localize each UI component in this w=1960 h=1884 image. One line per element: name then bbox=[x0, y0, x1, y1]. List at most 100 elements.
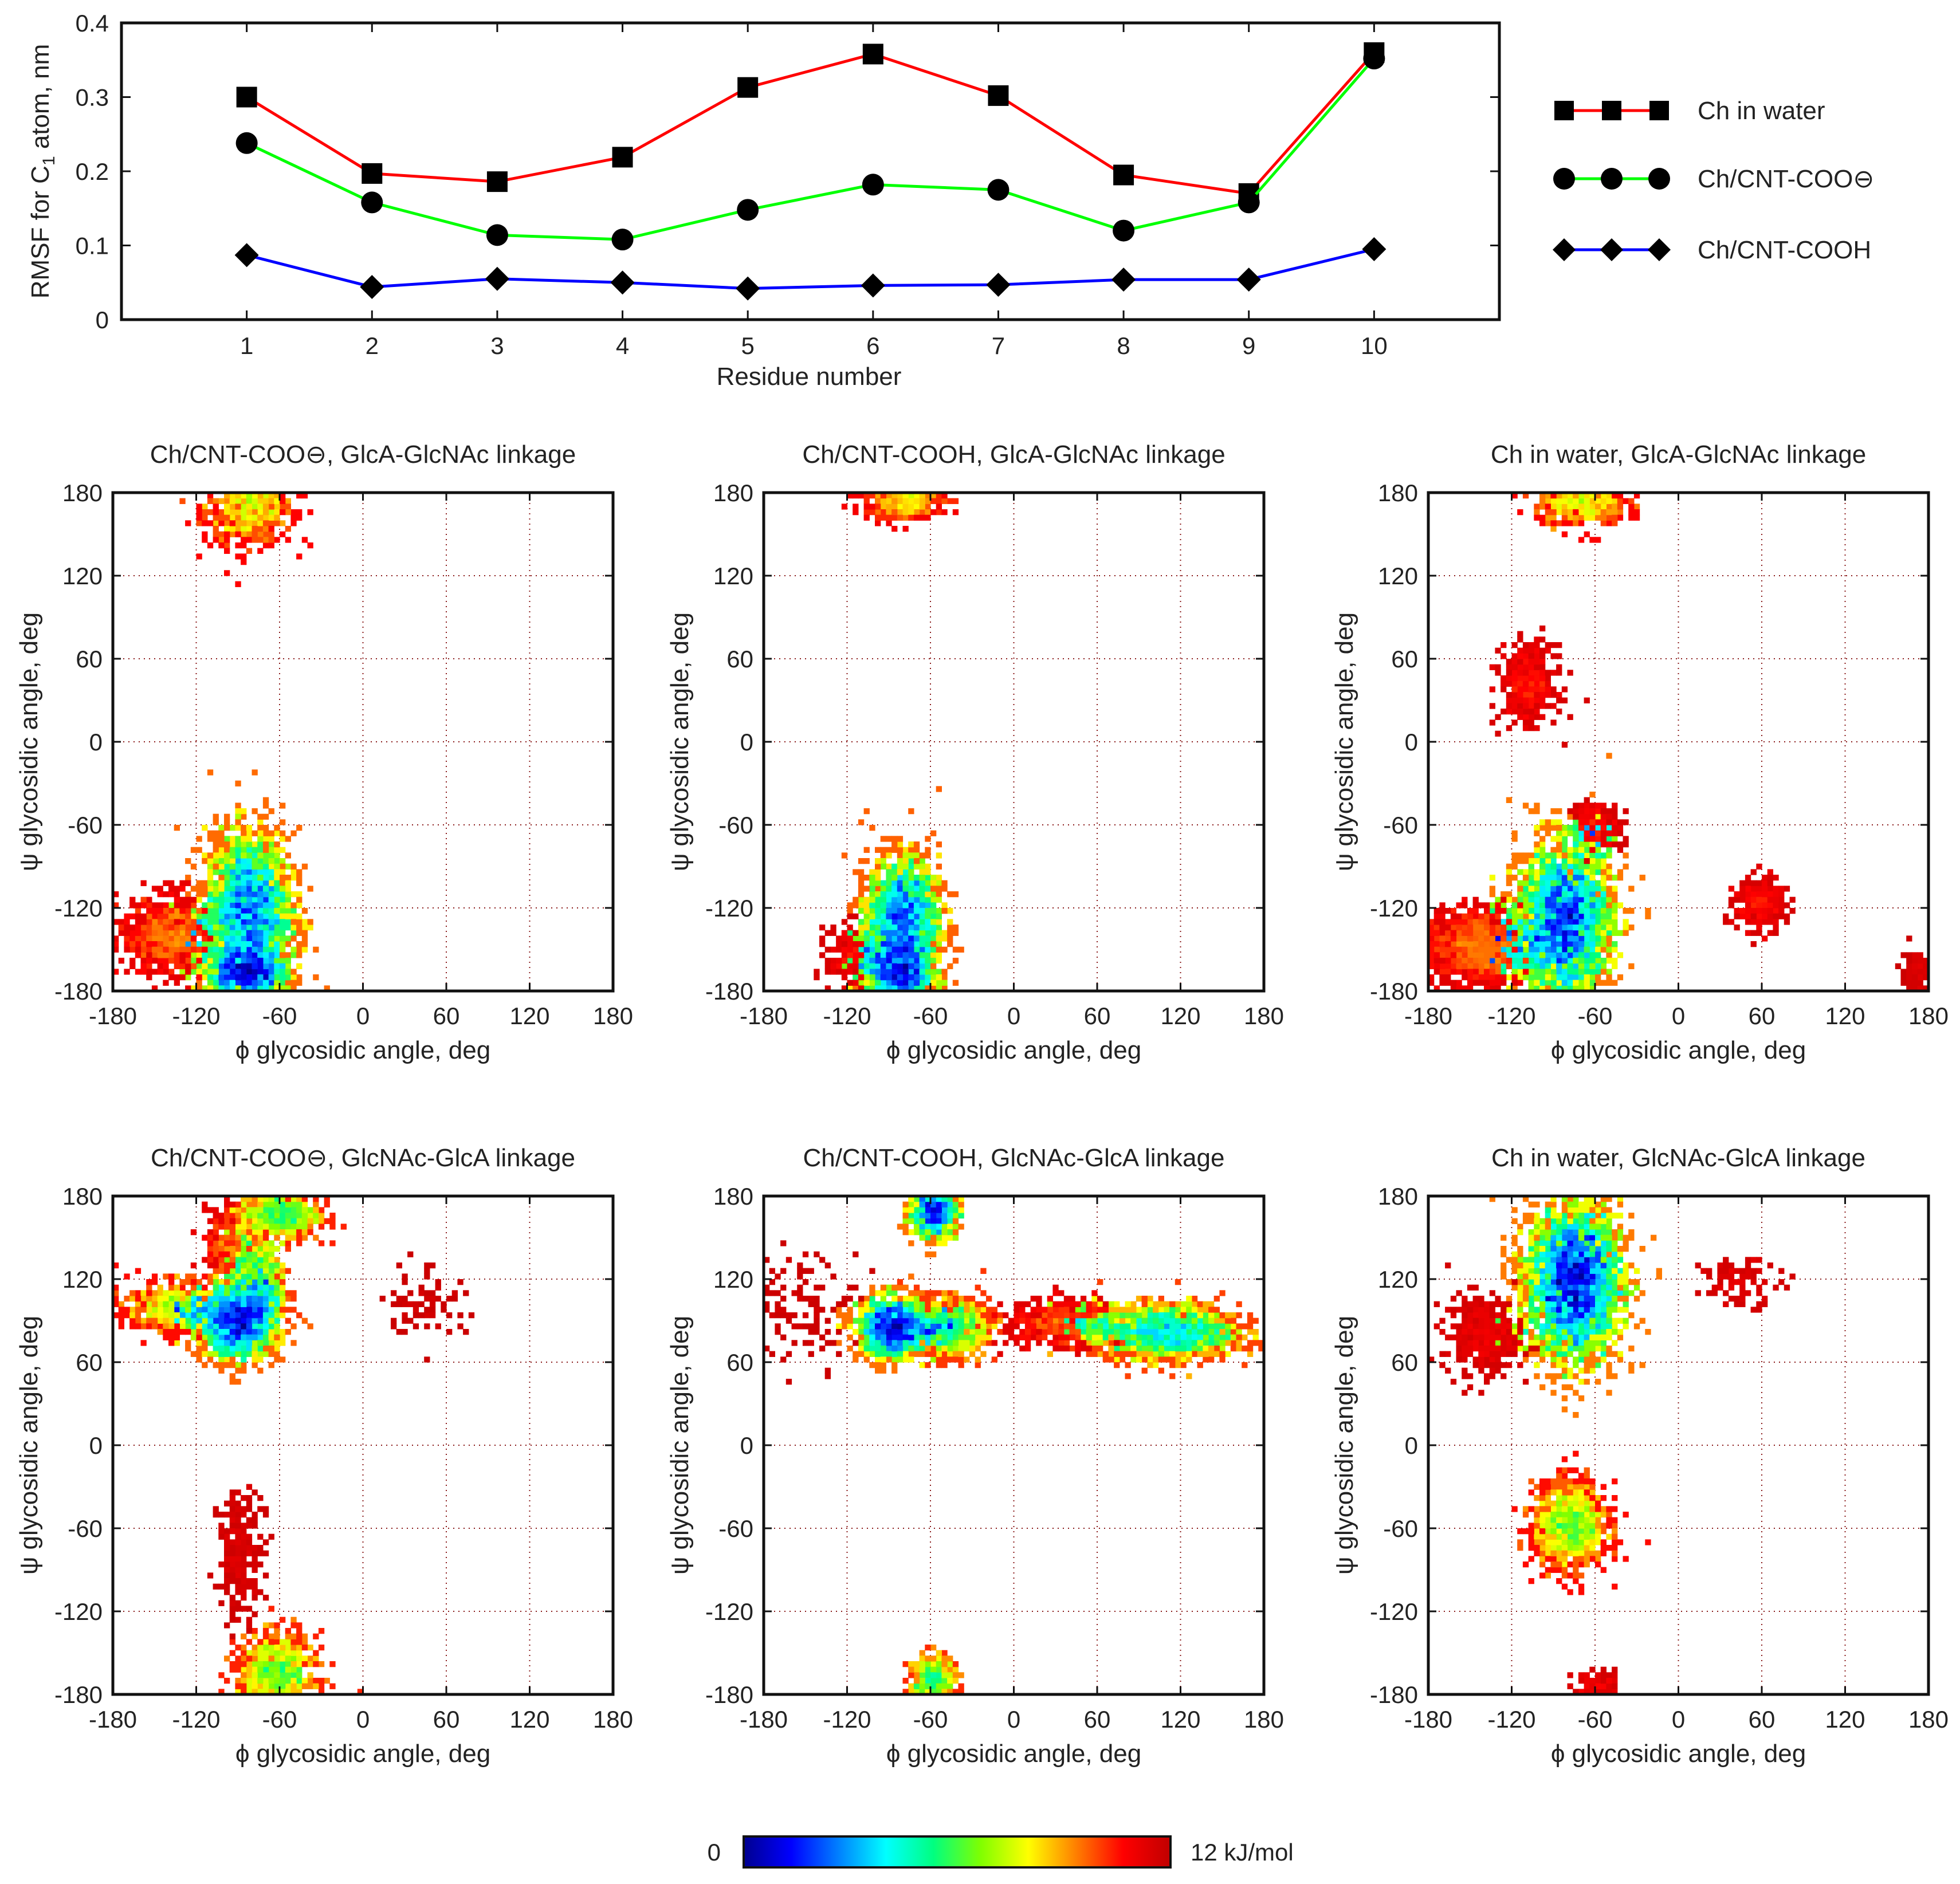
density-cell bbox=[241, 1224, 247, 1230]
density-cell bbox=[1550, 686, 1557, 693]
density-cell bbox=[235, 1340, 241, 1346]
density-cell bbox=[1539, 969, 1546, 975]
density-cell bbox=[1573, 886, 1579, 892]
density-cell bbox=[252, 1683, 258, 1689]
density-cell bbox=[1102, 1312, 1109, 1319]
density-cell bbox=[913, 896, 920, 903]
density-cell bbox=[1745, 908, 1751, 914]
density-cell bbox=[468, 1312, 475, 1319]
density-cell bbox=[1153, 1301, 1159, 1307]
density-cell bbox=[853, 930, 859, 936]
density-cell bbox=[1456, 930, 1462, 936]
density-cell bbox=[268, 1351, 274, 1357]
density-cell bbox=[824, 963, 831, 969]
density-cell bbox=[424, 1356, 430, 1363]
density-cell bbox=[1511, 719, 1518, 726]
density-cell bbox=[913, 930, 920, 936]
density-cell bbox=[174, 1312, 180, 1319]
density-cell bbox=[1102, 1301, 1109, 1307]
density-cell bbox=[262, 1672, 269, 1678]
density-cell bbox=[196, 1312, 202, 1319]
density-cell bbox=[1573, 919, 1579, 925]
density-cell bbox=[290, 875, 297, 881]
density-cell bbox=[235, 520, 241, 526]
density-cell bbox=[908, 1207, 914, 1213]
density-cell bbox=[190, 1273, 197, 1280]
density-cell bbox=[1191, 1317, 1198, 1324]
density-cell bbox=[202, 974, 208, 981]
density-cell bbox=[880, 1329, 886, 1335]
density-cell bbox=[1561, 825, 1568, 831]
density-cell bbox=[1439, 963, 1446, 969]
density-cell bbox=[257, 526, 264, 532]
density-cell bbox=[1756, 896, 1762, 903]
density-cell bbox=[875, 935, 881, 942]
density-cell bbox=[958, 1312, 964, 1319]
density-cell bbox=[241, 1229, 247, 1236]
density-cell bbox=[1522, 880, 1529, 886]
density-cell bbox=[129, 1296, 136, 1302]
x-tick-label: 0 bbox=[1672, 1002, 1685, 1029]
density-cell bbox=[262, 830, 269, 836]
density-cell bbox=[936, 786, 942, 792]
density-cell bbox=[1623, 808, 1629, 815]
density-cell bbox=[274, 1262, 280, 1269]
density-cell bbox=[1528, 875, 1534, 881]
density-cell bbox=[875, 1323, 881, 1330]
density-cell bbox=[1063, 1307, 1070, 1313]
density-cell bbox=[1213, 1334, 1220, 1340]
density-cell bbox=[207, 985, 214, 992]
density-cell bbox=[218, 1279, 225, 1285]
density-cell bbox=[1086, 1340, 1092, 1346]
density-cell bbox=[213, 946, 219, 953]
density-cell bbox=[257, 504, 264, 510]
density-cell bbox=[869, 919, 875, 925]
density-cell bbox=[863, 974, 870, 981]
density-cell bbox=[975, 1317, 981, 1324]
density-cell bbox=[307, 919, 313, 925]
density-cell bbox=[1003, 1312, 1009, 1319]
density-cell bbox=[1584, 896, 1590, 903]
density-cell bbox=[1589, 869, 1596, 875]
density-cell bbox=[285, 1666, 291, 1673]
density-cell bbox=[919, 1362, 925, 1368]
density-cell bbox=[174, 1290, 180, 1296]
density-cell bbox=[1567, 941, 1573, 947]
density-cell bbox=[1489, 913, 1495, 919]
density-cell bbox=[858, 1334, 865, 1340]
density-cell bbox=[1550, 863, 1557, 870]
density-cell bbox=[1534, 919, 1540, 925]
density-cell bbox=[1433, 963, 1440, 969]
density-cell bbox=[964, 1329, 970, 1335]
density-cell bbox=[941, 1672, 948, 1678]
density-cell bbox=[218, 985, 225, 992]
density-cell bbox=[246, 836, 253, 842]
density-cell bbox=[908, 808, 914, 815]
density-cell bbox=[146, 963, 152, 969]
density-cell bbox=[274, 1689, 280, 1695]
density-cell bbox=[1125, 1323, 1131, 1330]
density-cell bbox=[257, 891, 264, 898]
density-cell bbox=[1578, 913, 1585, 919]
density-cell bbox=[246, 1218, 253, 1224]
density-cell bbox=[113, 1262, 119, 1269]
density-cell bbox=[241, 514, 247, 521]
density-cell bbox=[157, 886, 163, 892]
density-cell bbox=[919, 1689, 925, 1695]
density-cell bbox=[952, 1213, 959, 1219]
density-cell bbox=[213, 1583, 219, 1590]
density-cell bbox=[113, 891, 119, 898]
density-cell bbox=[847, 1323, 853, 1330]
density-cell bbox=[897, 963, 904, 969]
density-cell bbox=[1539, 841, 1546, 848]
density-cell bbox=[1175, 1351, 1181, 1357]
density-cell bbox=[129, 896, 136, 903]
density-cell bbox=[235, 946, 241, 953]
density-cell bbox=[168, 969, 175, 975]
density-cell bbox=[913, 1301, 920, 1307]
density-cell bbox=[301, 1196, 308, 1202]
density-cell bbox=[235, 1689, 241, 1695]
density-cell bbox=[1158, 1356, 1164, 1363]
density-cell bbox=[1556, 697, 1562, 703]
density-cell bbox=[207, 1317, 214, 1324]
